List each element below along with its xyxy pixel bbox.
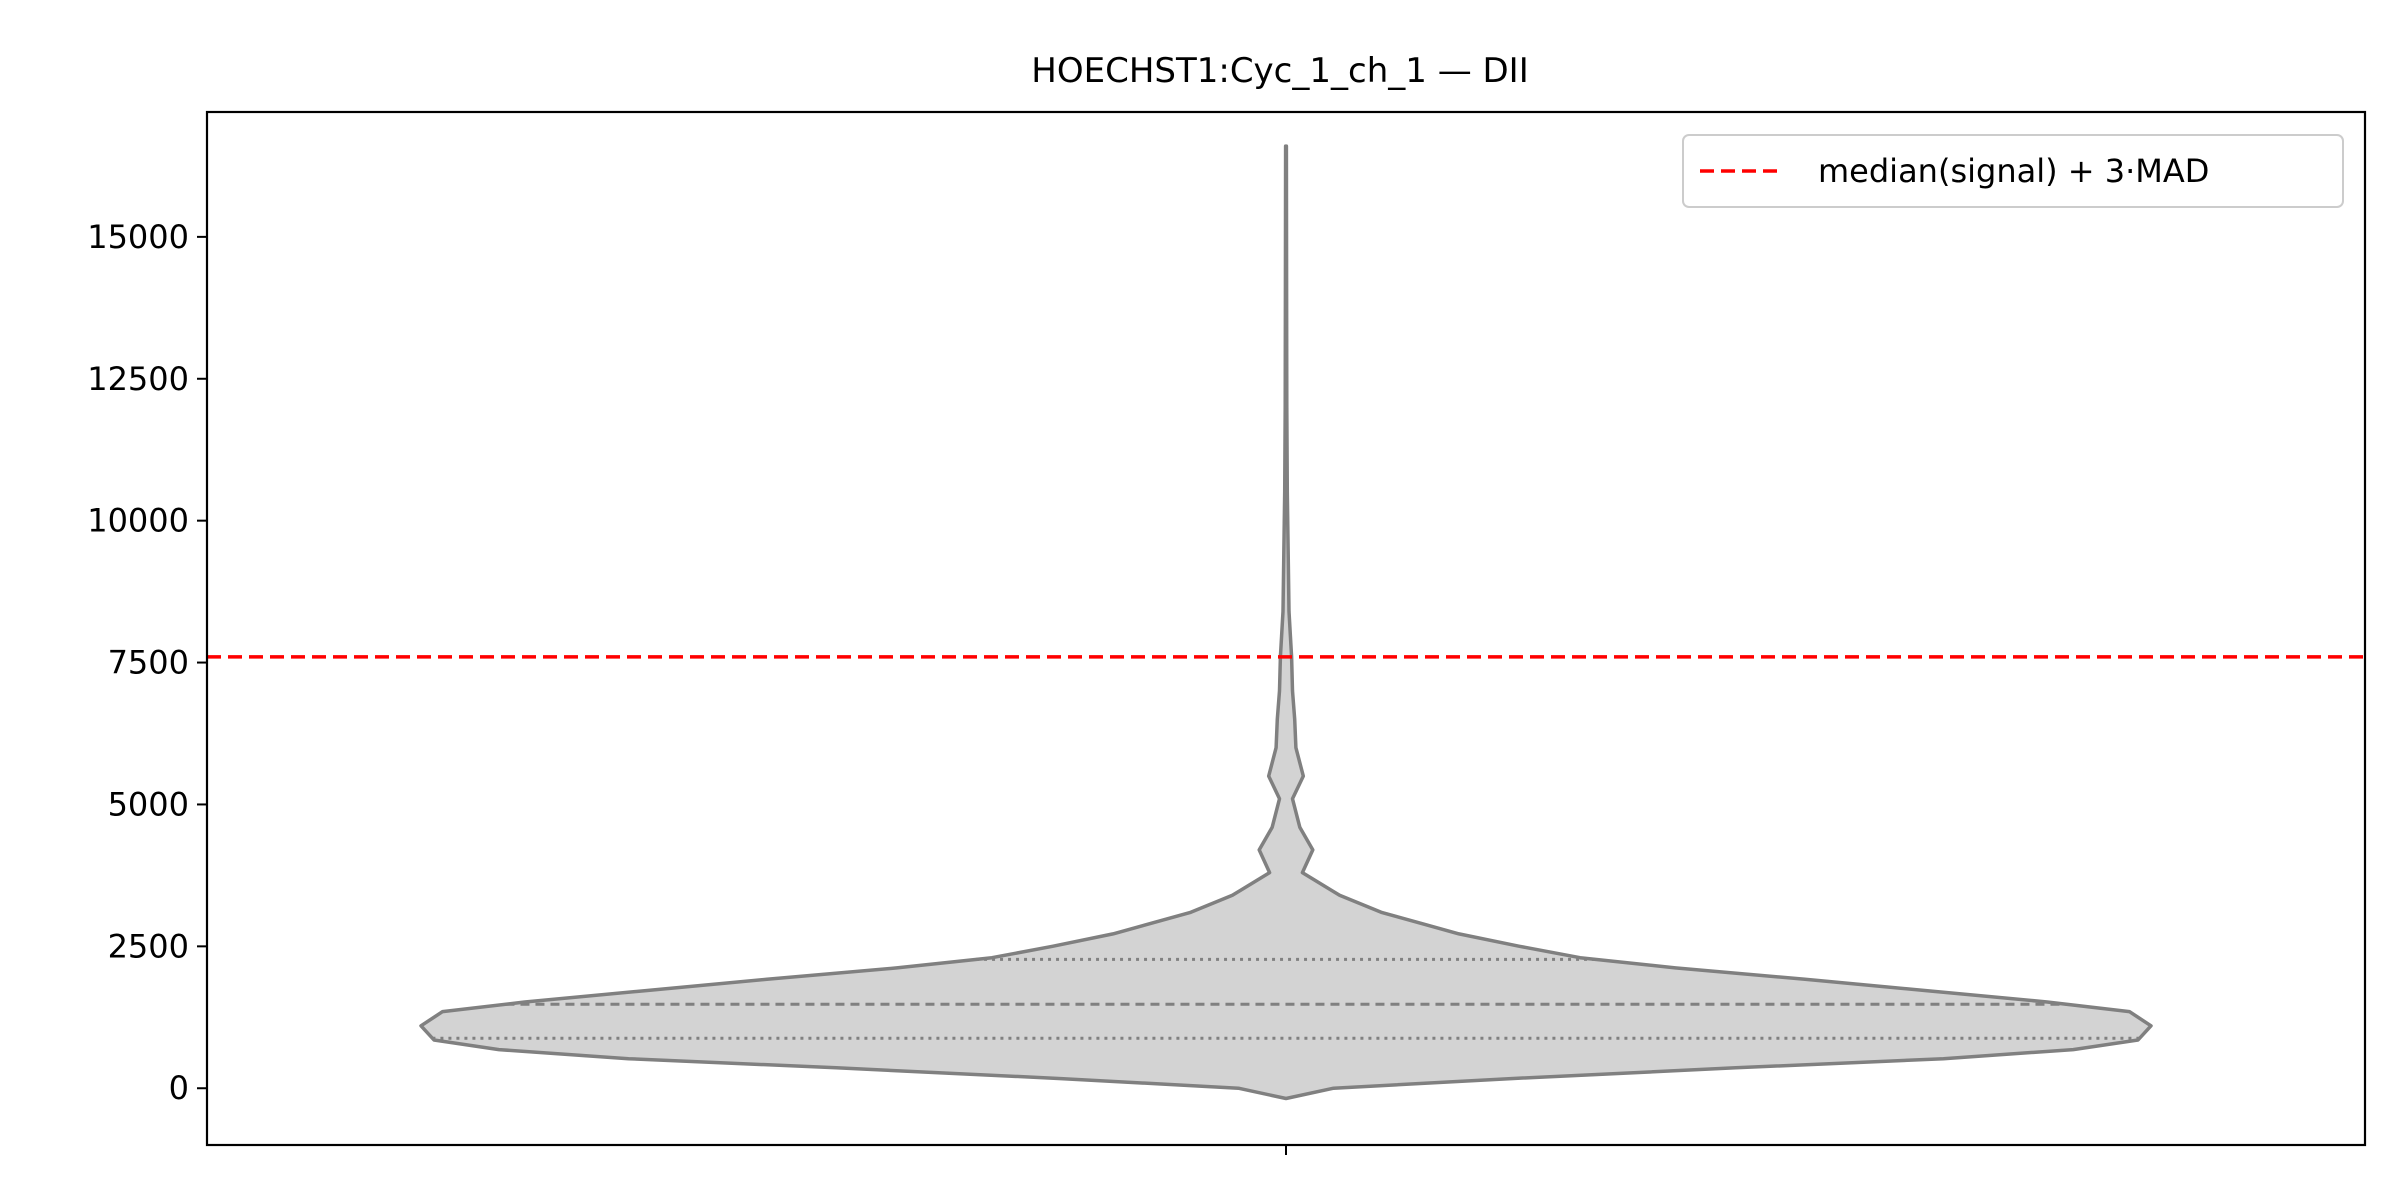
axes: 0 2500 5000 7500 10000 12500 15000 xyxy=(87,110,2367,1155)
violin-body xyxy=(419,144,2153,1101)
y-tick-label: 15000 xyxy=(87,218,189,256)
y-tick-label: 2500 xyxy=(108,927,189,965)
y-tick-label: 0 xyxy=(169,1069,189,1107)
plot-area xyxy=(207,144,2365,1101)
y-tick-label: 5000 xyxy=(108,785,189,823)
y-tick-label: 7500 xyxy=(108,644,189,682)
legend-box xyxy=(1682,134,2344,208)
legend-label: median(signal) + 3·MAD xyxy=(1818,152,2209,190)
y-tick-label: 10000 xyxy=(87,502,189,540)
legend: median(signal) + 3·MAD xyxy=(1682,134,2344,208)
chart-title: HOECHST1:Cyc_1_ch_1 — DII xyxy=(1031,51,1528,91)
y-tick-label: 12500 xyxy=(87,360,189,398)
